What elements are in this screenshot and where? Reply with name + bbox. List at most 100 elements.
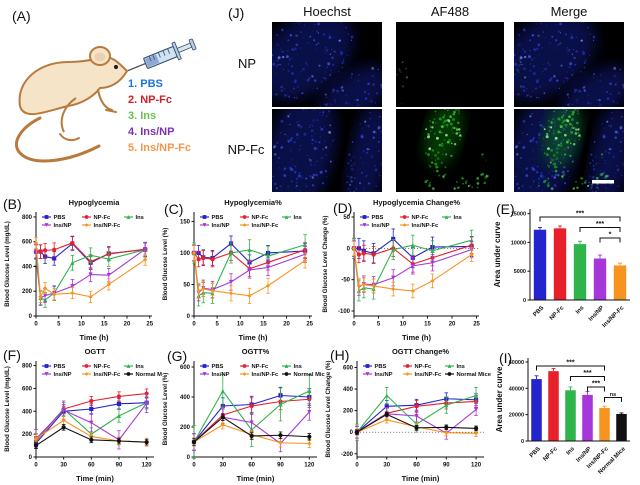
svg-text:5: 5 <box>377 322 381 328</box>
svg-text:Ins: Ins <box>457 364 465 370</box>
mouse-hind-leg <box>60 97 77 133</box>
svg-text:25: 25 <box>146 322 153 328</box>
svg-text:Ins/NP-Fc: Ins/NP-Fc <box>252 372 280 378</box>
svg-text:150: 150 <box>180 219 191 225</box>
svg-text:0: 0 <box>29 455 33 461</box>
svg-text:NP-Fc: NP-Fc <box>94 364 112 370</box>
svg-text:0: 0 <box>350 430 354 436</box>
svg-text:NP-Fc: NP-Fc <box>415 364 433 370</box>
svg-text:NP-Fc: NP-Fc <box>412 215 430 221</box>
svg-text:90: 90 <box>116 463 123 469</box>
svg-text:Blood Glucose Level (mg/dL): Blood Glucose Level (mg/dL) <box>4 366 11 452</box>
svg-text:Time (h): Time (h) <box>402 333 432 342</box>
hypoglycemia-auc-bar-chart: 0 5000 10000 15000 Area under curve PBS NP-Fc I… <box>490 196 638 344</box>
svg-text:PBS: PBS <box>532 305 545 318</box>
svg-text:Ins/NP-Fc: Ins/NP-Fc <box>252 223 280 229</box>
svg-text:PBS: PBS <box>212 215 224 221</box>
svg-text:400: 400 <box>22 264 33 270</box>
svg-text:***: *** <box>592 381 600 388</box>
micro-row-label-npfc: NP-Fc <box>227 142 265 157</box>
svg-text:25: 25 <box>473 322 480 328</box>
svg-text:Blood Glucose Level Change (%): Blood Glucose Level Change (%) <box>325 361 332 458</box>
svg-text:Blood Glucose Level Change (%): Blood Glucose Level Change (%) <box>322 216 329 313</box>
svg-text:800: 800 <box>22 215 33 221</box>
svg-text:Hypoglycemia: Hypoglycemia <box>69 198 121 207</box>
svg-text:OGTT: OGTT <box>85 347 106 356</box>
svg-text:Ins/NP-Fc: Ins/NP-Fc <box>94 223 122 229</box>
svg-text:5000: 5000 <box>514 269 526 275</box>
ogtt-auc-bar-chart: 0 20000 40000 60000 Area under curve PBS NP-Fc… <box>492 345 638 485</box>
panel-a-label: (A) <box>12 8 31 24</box>
svg-text:0: 0 <box>29 314 33 320</box>
svg-text:10000: 10000 <box>511 240 526 246</box>
panel-c-label: (C) <box>164 201 184 217</box>
micrograph-npfc-hoechst <box>264 88 389 216</box>
svg-text:PBS: PBS <box>212 364 224 370</box>
svg-text:0: 0 <box>347 246 351 252</box>
svg-text:Ins/NP: Ins/NP <box>54 372 72 378</box>
svg-text:Ins/NP: Ins/NP <box>372 223 390 229</box>
svg-text:40000: 40000 <box>509 386 524 392</box>
svg-text:200: 200 <box>180 425 191 431</box>
svg-text:20000: 20000 <box>509 413 524 419</box>
svg-text:0: 0 <box>521 439 524 445</box>
syringe-icon <box>127 38 197 72</box>
micrograph-np-merge <box>498 11 632 128</box>
treatment-item-npfc: 2. NP-Fc <box>128 94 173 106</box>
svg-text:NP-Fc: NP-Fc <box>94 215 112 221</box>
svg-text:400: 400 <box>22 409 33 415</box>
svg-text:NP-Fc: NP-Fc <box>549 305 566 322</box>
svg-text:Blood Glucose Level (mg/dL): Blood Glucose Level (mg/dL) <box>4 221 11 307</box>
svg-text:0: 0 <box>187 314 191 320</box>
hypoglycemia-line-chart: Hypoglycemia 0 200 400 600 800 0 5 10 15 20 25 Time … <box>2 196 160 344</box>
svg-text:NP-Fc: NP-Fc <box>252 215 270 221</box>
svg-text:0: 0 <box>523 298 526 304</box>
panel-i-label: (I) <box>499 350 513 366</box>
panel-d-label: (D) <box>333 200 353 216</box>
svg-text:20: 20 <box>449 322 456 328</box>
micrograph-npfc-af488 <box>396 101 504 192</box>
svg-text:20: 20 <box>124 322 131 328</box>
svg-text:Normal Mice: Normal Mice <box>457 372 492 378</box>
svg-text:PBS: PBS <box>375 364 387 370</box>
svg-text:Time (min): Time (min) <box>237 474 275 483</box>
svg-text:0: 0 <box>34 322 38 328</box>
mouse-front-leg <box>97 89 117 113</box>
panel-h-label: (H) <box>330 347 350 363</box>
treatment-item-pbs: 1. PBS <box>128 78 163 90</box>
svg-text:Normal Mice: Normal Mice <box>136 372 163 378</box>
svg-text:20: 20 <box>283 322 290 328</box>
svg-text:60: 60 <box>248 463 255 469</box>
ogtt-line-chart: OGTT 0 200 400 600 800 0 30 60 90 120 Time (min) Blo… <box>2 345 162 485</box>
mouse-eye <box>113 64 119 70</box>
svg-text:Ins: Ins <box>136 215 144 221</box>
svg-text:0: 0 <box>192 463 196 469</box>
svg-text:600: 600 <box>343 365 354 371</box>
svg-text:30: 30 <box>383 463 390 469</box>
svg-text:ns: ns <box>610 392 616 398</box>
svg-text:200: 200 <box>343 409 354 415</box>
svg-text:30: 30 <box>219 463 226 469</box>
svg-text:15: 15 <box>424 322 431 328</box>
svg-text:Normal Mice: Normal Mice <box>294 372 326 378</box>
svg-text:Time (h): Time (h) <box>238 333 268 342</box>
svg-text:-50: -50 <box>341 278 350 284</box>
panel-j-label: (J) <box>228 5 245 21</box>
svg-text:5: 5 <box>215 322 219 328</box>
svg-text:600: 600 <box>22 386 33 392</box>
svg-text:-200: -200 <box>341 452 354 458</box>
svg-text:Hypoglycemia%: Hypoglycemia% <box>224 198 282 207</box>
svg-text:Ins/NP: Ins/NP <box>588 305 605 322</box>
svg-text:Ins/NP: Ins/NP <box>212 372 230 378</box>
panel-b-label: (B) <box>3 196 22 212</box>
svg-text:Ins/NP: Ins/NP <box>375 372 393 378</box>
svg-text:90: 90 <box>443 463 450 469</box>
svg-text:60: 60 <box>413 463 420 469</box>
svg-text:5: 5 <box>57 322 61 328</box>
svg-text:PBS: PBS <box>54 215 66 221</box>
panel-e-label: (E) <box>496 201 515 217</box>
svg-text:600: 600 <box>180 365 191 371</box>
svg-text:400: 400 <box>343 387 354 393</box>
svg-text:100: 100 <box>180 251 191 257</box>
treatment-list: 1. PBS 2. NP-Fc 3. Ins 4. Ins/NP 5. Ins/… <box>128 76 191 156</box>
